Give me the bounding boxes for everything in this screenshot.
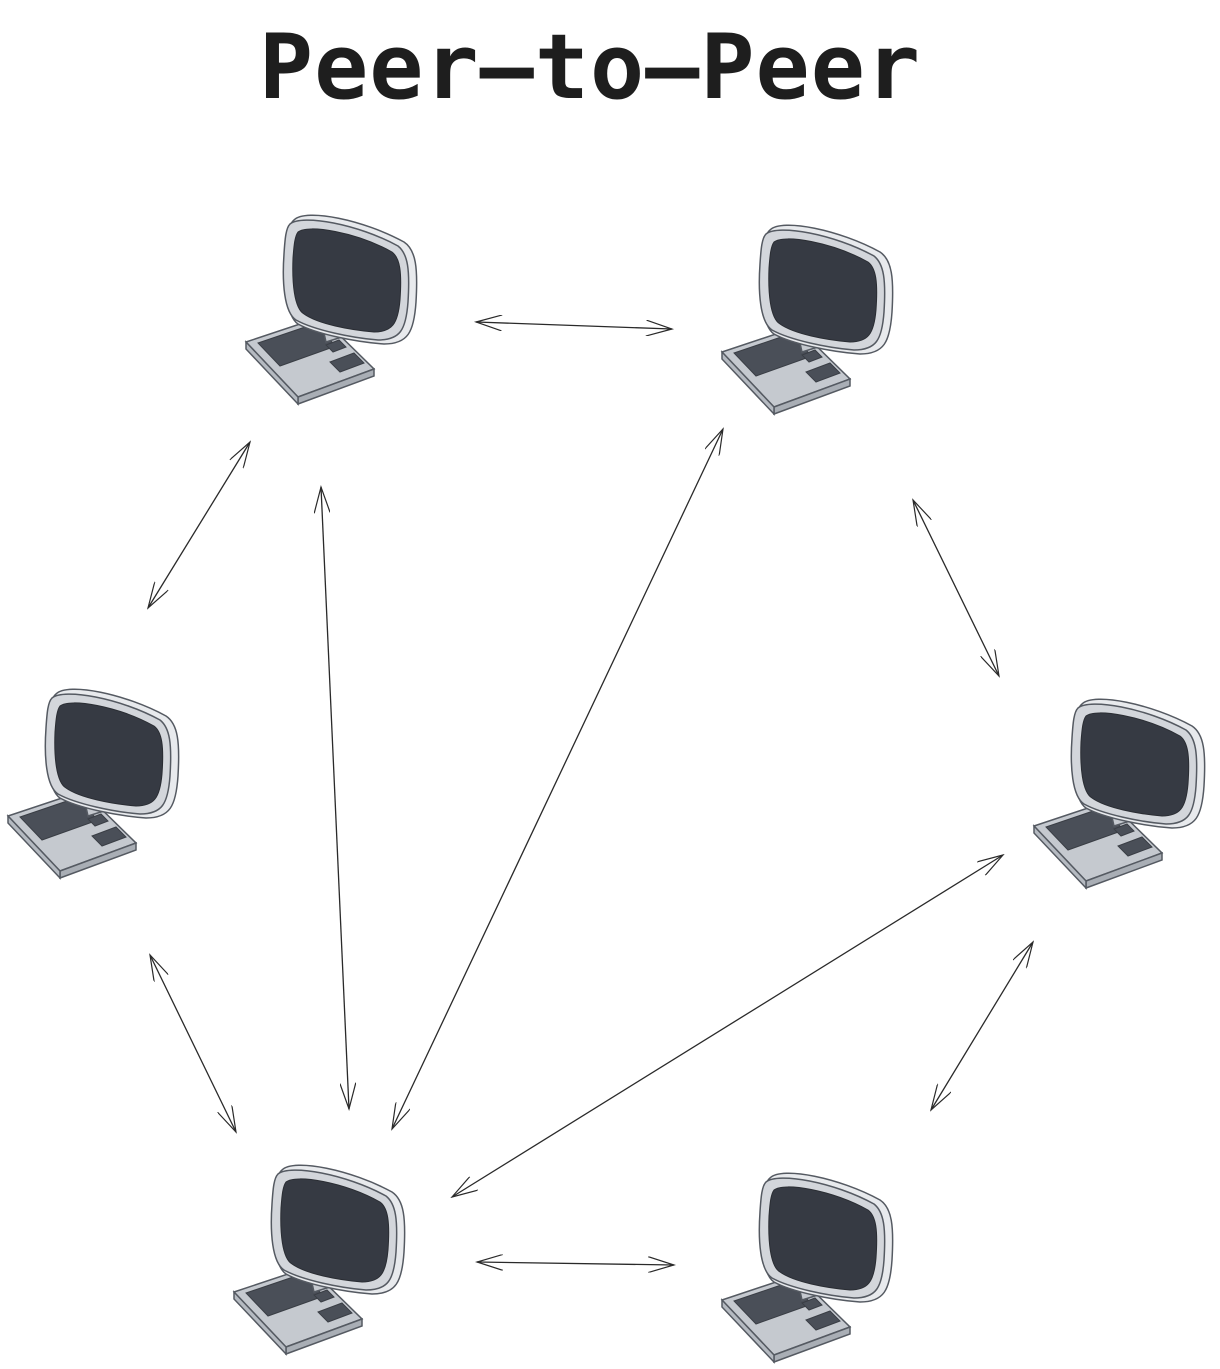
diagram-title: Peer–to–Peer [258, 15, 922, 120]
desktop-computer-icon [721, 224, 894, 415]
link-right-bottom-right [931, 942, 1033, 1110]
desktop-computer-icon [721, 1172, 894, 1363]
peer-bottom-left [233, 1164, 406, 1355]
link-top-right-bottom-left [392, 429, 723, 1129]
link-top-right-right [913, 500, 999, 676]
desktop-computer-icon [245, 214, 418, 405]
link-bottom-left-bottom-right [477, 1262, 674, 1265]
link-right-bottom-left [452, 855, 1003, 1197]
peer-bottom-right [721, 1172, 894, 1363]
link-top-left-top-right [476, 322, 672, 329]
link-top-left-bottom-left [321, 487, 349, 1109]
desktop-computer-icon [7, 688, 180, 879]
peer-top-right [721, 224, 894, 415]
peer-top-left [245, 214, 418, 405]
peer-left [7, 688, 180, 879]
link-top-left-left [148, 442, 250, 608]
link-left-bottom-left [150, 955, 236, 1132]
desktop-computer-icon [1033, 698, 1206, 889]
peer-right [1033, 698, 1206, 889]
desktop-computer-icon [233, 1164, 406, 1355]
